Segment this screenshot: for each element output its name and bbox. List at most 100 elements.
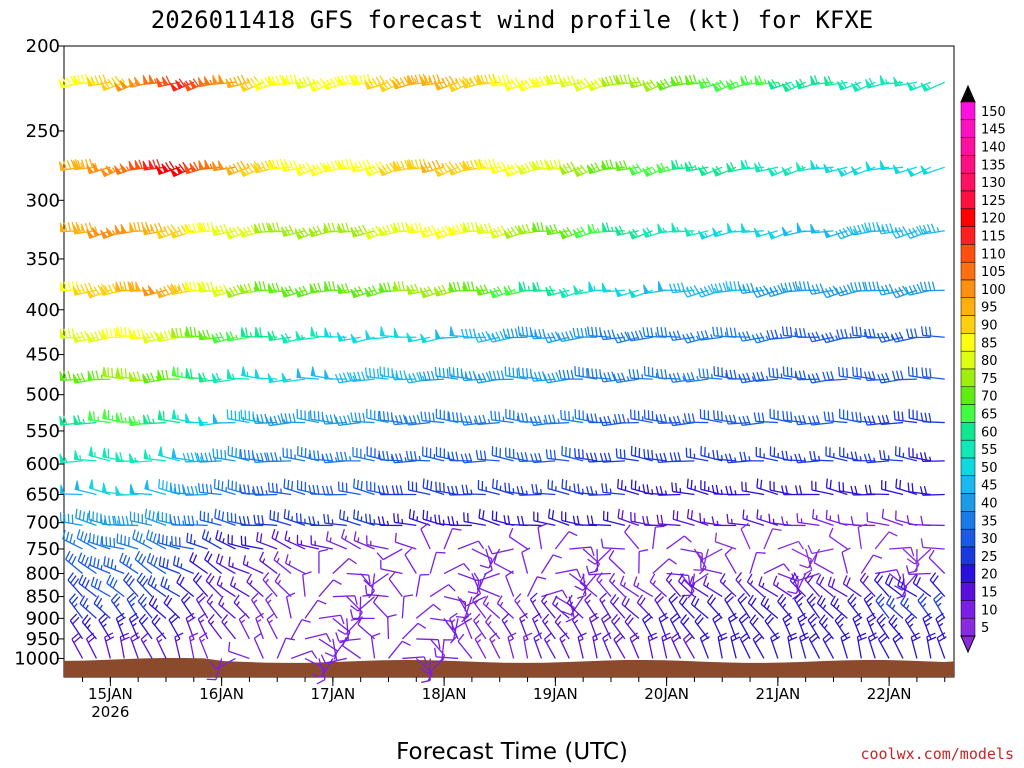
barb-feather	[714, 532, 718, 542]
barb-flag	[294, 288, 303, 298]
barb-flag	[185, 326, 191, 337]
barb-feather	[432, 603, 442, 611]
barb-feather	[350, 412, 354, 422]
barb-feather	[867, 371, 872, 381]
barb-feather	[889, 223, 894, 233]
wind-barb	[794, 414, 820, 426]
barb-feather	[857, 632, 867, 638]
barb-feather	[580, 164, 587, 173]
barb-feather	[238, 516, 242, 526]
barb-feather	[757, 161, 763, 171]
barb-flag	[850, 82, 860, 93]
barb-feather	[682, 288, 688, 298]
barb-feather	[506, 328, 511, 338]
barb-feather	[420, 411, 423, 421]
barb-flag	[295, 330, 302, 341]
barb-feather	[257, 223, 262, 233]
barb-feather	[201, 483, 205, 493]
barb-feather	[223, 223, 229, 233]
x-tick-label: 18JAN	[422, 685, 467, 703]
barb-feather	[69, 613, 78, 622]
wind-barb	[517, 326, 542, 338]
barb-feather	[566, 369, 570, 380]
barb-feather	[608, 572, 616, 582]
barb-feather	[397, 513, 400, 523]
barb-feather	[780, 282, 785, 293]
wind-barb	[740, 522, 751, 550]
barb-feather	[68, 593, 76, 602]
barb-feather	[807, 575, 814, 584]
wind-barb	[321, 485, 347, 496]
barb-staff	[700, 567, 723, 575]
wind-barb	[116, 533, 139, 550]
wind-barb	[876, 613, 890, 640]
barb-feather	[586, 486, 590, 496]
barb-feather	[464, 371, 469, 381]
wind-barb	[613, 632, 626, 659]
barb-feather	[252, 414, 256, 424]
barb-feather	[901, 411, 904, 421]
wind-barb	[919, 281, 945, 292]
wind-barb	[350, 412, 375, 424]
barb-feather	[178, 78, 186, 87]
wind-barb	[617, 478, 639, 496]
wind-barb	[407, 480, 431, 496]
barb-feather	[228, 556, 231, 566]
barb-half-feather	[749, 580, 754, 585]
colorbar-label: 60	[981, 425, 998, 440]
colorbar-label: 110	[981, 247, 1006, 262]
barb-flag	[449, 326, 455, 337]
barb-feather	[67, 370, 72, 381]
barb-flag	[88, 479, 94, 490]
barb-half-feather	[268, 619, 273, 624]
barb-feather	[120, 636, 130, 642]
barb-flag	[781, 83, 791, 93]
barb-feather	[759, 286, 766, 296]
barb-feather	[247, 283, 253, 293]
barb-feather	[253, 161, 261, 170]
barb-feather	[872, 281, 876, 291]
barb-feather	[485, 372, 491, 382]
wind-barb	[881, 508, 904, 527]
barb-feather	[246, 79, 253, 88]
barb-feather	[685, 636, 693, 644]
credit-text[interactable]: coolwx.com/models	[860, 745, 1014, 763]
barb-half-feather	[533, 619, 539, 623]
barb-feather	[451, 225, 457, 235]
barb-half-feather	[132, 622, 137, 627]
colorbar-label: 130	[981, 176, 1006, 191]
barb-half-feather	[880, 623, 885, 628]
barb-feather	[63, 328, 68, 338]
barb-staff	[388, 578, 403, 597]
barb-feather	[594, 413, 598, 423]
barb-half-feather	[786, 520, 789, 526]
barb-flag	[517, 224, 525, 235]
barb-feather	[733, 281, 737, 291]
barb-staff	[901, 573, 918, 591]
barb-flag	[406, 332, 414, 343]
barb-feather	[819, 283, 825, 293]
barb-feather	[350, 605, 359, 612]
wind-barb	[212, 413, 236, 424]
wind-barb	[735, 572, 751, 598]
barb-flag	[74, 480, 80, 491]
barb-half-feather	[154, 604, 159, 610]
wind-barb	[680, 614, 695, 640]
barb-feather	[187, 616, 196, 623]
barb-feather	[768, 513, 771, 523]
barb-half-feather	[329, 332, 332, 337]
wind-barb	[895, 478, 918, 496]
wind-barb	[349, 609, 375, 619]
colorbar-label: 115	[981, 230, 1006, 245]
barb-feather	[229, 576, 235, 586]
wind-barb	[668, 592, 682, 619]
barb-feather	[478, 579, 482, 589]
barb-feather	[514, 593, 522, 601]
wind-barb	[457, 540, 485, 550]
wind-barb	[170, 483, 194, 496]
barb-feather	[75, 508, 78, 519]
wind-barb	[332, 557, 357, 574]
wind-barb	[145, 529, 167, 550]
wind-barb	[106, 574, 125, 598]
wind-barb	[685, 447, 709, 462]
